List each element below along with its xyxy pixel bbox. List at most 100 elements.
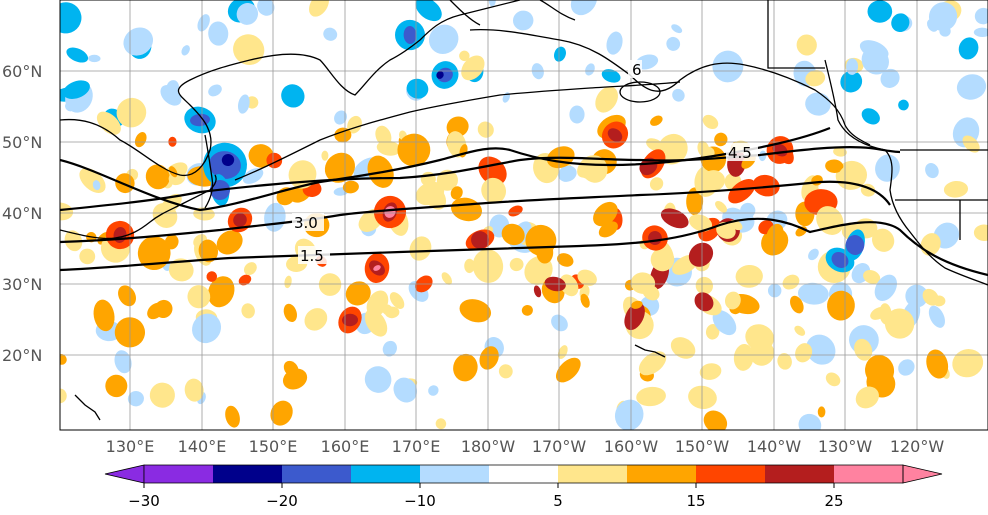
colorbar-tick-label: 5 — [553, 492, 563, 510]
anomaly-patch — [636, 386, 666, 407]
anomaly-core — [607, 128, 623, 142]
anomaly-patch — [60, 2, 82, 34]
anomaly-patch — [318, 273, 342, 296]
anomaly-patch-warm — [501, 223, 525, 246]
anomaly-patch — [281, 84, 305, 108]
anomaly-patch — [364, 366, 392, 393]
anomaly-patch — [160, 84, 182, 106]
anomaly-patch-warm — [580, 169, 594, 179]
colorbar-tick-label: 25 — [824, 492, 843, 510]
anomaly-patch — [614, 399, 644, 430]
anomaly-patch-warm — [187, 285, 211, 309]
coastline-sakhalin — [204, 134, 214, 209]
anomaly-patch — [184, 378, 204, 402]
anomaly-patch — [66, 47, 89, 63]
anomaly-patch-warm — [598, 221, 618, 238]
anomaly-patch — [925, 163, 939, 179]
anomaly-patch — [309, 0, 329, 17]
anomaly-patch — [601, 69, 621, 83]
anomaly-patch-warm — [752, 174, 780, 197]
anomaly-patch — [671, 24, 683, 34]
anomaly-patch-warm — [646, 138, 664, 152]
anomaly-patch — [435, 418, 447, 430]
anomaly-patch-warm — [577, 269, 597, 286]
lon-label: 180°W — [461, 437, 516, 456]
border-states — [895, 199, 988, 240]
lon-label: 160°E — [321, 437, 370, 456]
colorbar-ticks — [143, 483, 835, 488]
anomaly-patch-warm — [154, 299, 173, 319]
anomaly-patch — [459, 50, 470, 62]
anomaly-patch — [428, 385, 439, 396]
anomaly-patch — [863, 270, 881, 284]
colorbar-extend-high — [902, 464, 943, 484]
anomaly-peak-cold — [221, 153, 235, 167]
anomaly-patch-warm — [168, 258, 194, 282]
anomaly-patch — [777, 353, 792, 370]
anomaly-patch-warm — [324, 152, 356, 183]
colorbar-tick-labels: −30 −20 −10 5 15 25 — [128, 492, 843, 510]
anomaly-patch — [375, 125, 392, 146]
anomaly-patch — [127, 391, 144, 407]
anomaly-patch — [557, 345, 568, 359]
anomaly-patch — [794, 325, 806, 336]
anomaly-core — [471, 231, 489, 249]
anomaly-patch-warm — [782, 274, 800, 290]
contour-line-4.5 — [60, 126, 831, 212]
lon-label: 130°W — [818, 437, 873, 456]
anomaly-patch — [795, 343, 813, 363]
anomaly-patch — [712, 50, 744, 83]
longitude-labels: 130°E 140°E 150°E 160°E 170°E 180°W 170°… — [106, 437, 945, 456]
anomaly-patch — [714, 132, 728, 147]
anomaly-patch — [197, 14, 210, 32]
anomaly-patch — [898, 99, 909, 111]
contour-line-1.5 — [60, 217, 988, 277]
anomaly-patch — [956, 74, 987, 100]
anomaly-patch — [242, 168, 264, 184]
colorbar-bin — [765, 465, 834, 483]
lat-label: 40°N — [2, 204, 42, 223]
anomaly-core-cold — [403, 26, 417, 44]
anomaly-patch-warm — [450, 186, 463, 200]
anomaly-patch — [898, 359, 915, 376]
contour-line-3.0 — [60, 180, 891, 244]
anomaly-patch — [758, 150, 767, 162]
anomaly-patch — [233, 34, 265, 65]
anomaly-patch-warm — [137, 236, 171, 271]
colorbar-tick-label: 15 — [686, 492, 705, 510]
anomaly-patch — [461, 55, 485, 81]
colorbar-bin — [351, 465, 420, 483]
anomaly-patch-warm — [441, 272, 453, 285]
anomaly-patch — [498, 364, 513, 379]
contour-label-1.5: 1.5 — [300, 247, 324, 265]
anomaly-patch — [428, 24, 459, 54]
contour-labels: 6 4.5 3.0 1.5 — [292, 60, 758, 265]
anomaly-patch — [345, 281, 371, 306]
colorbar-outline — [143, 464, 904, 484]
anomaly-patch — [580, 293, 590, 308]
anomaly-patch-warm — [459, 299, 492, 323]
anomaly-patch — [282, 368, 308, 390]
lat-label: 20°N — [2, 346, 42, 365]
lat-label: 50°N — [2, 133, 42, 152]
coastline-island — [619, 81, 661, 103]
anomaly-patch — [926, 349, 949, 379]
anomaly-patch — [702, 114, 719, 129]
anomaly-patch-warm — [695, 276, 714, 295]
anomaly-patch-warm — [536, 241, 554, 264]
anomaly-patch — [334, 110, 347, 125]
anomaly-patch — [833, 147, 847, 157]
anomaly-patch — [974, 7, 988, 25]
anomaly-patch — [825, 159, 844, 173]
anomaly-patch — [334, 127, 352, 143]
anomaly-patch-warm — [688, 214, 713, 232]
anomaly-patch — [880, 68, 900, 88]
anomaly-patch — [670, 337, 696, 359]
anomaly-patch-warm — [169, 166, 178, 178]
anomaly-patch — [283, 303, 297, 323]
anomaly-patch-warm — [559, 274, 579, 297]
anomaly-patch — [817, 406, 826, 418]
anomaly-patch — [805, 70, 826, 87]
anomaly-patch — [364, 309, 388, 337]
lon-label: 140°W — [747, 437, 802, 456]
